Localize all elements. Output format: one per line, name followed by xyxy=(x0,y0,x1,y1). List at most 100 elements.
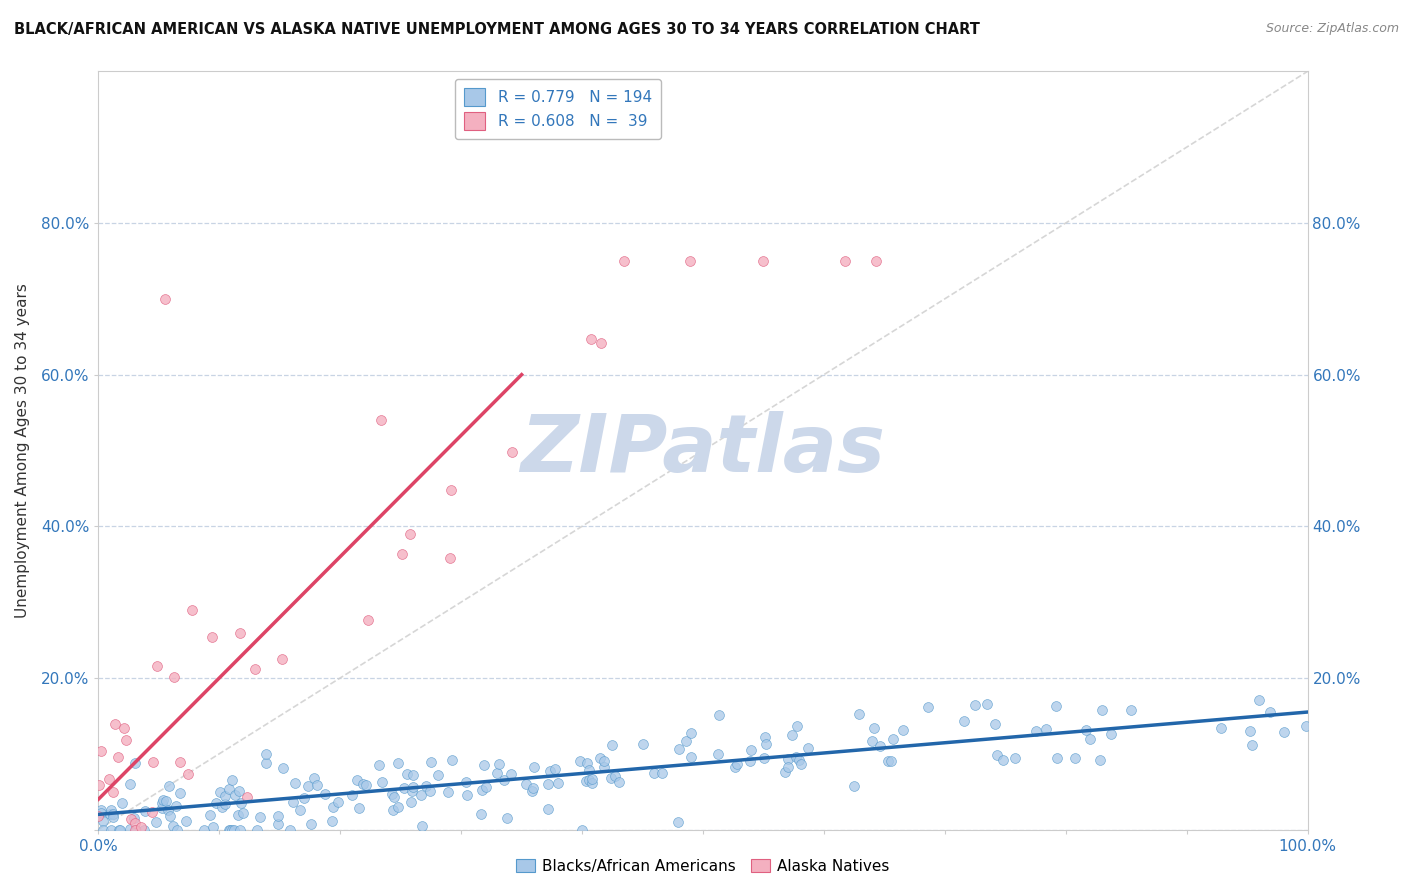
Point xyxy=(1121,703,1143,717)
Point xyxy=(568,755,591,769)
Point xyxy=(208,785,231,799)
Point xyxy=(613,253,636,268)
Point xyxy=(1099,727,1122,741)
Point xyxy=(492,772,515,787)
Point xyxy=(986,748,1008,763)
Point xyxy=(754,730,776,744)
Point xyxy=(354,778,377,792)
Point xyxy=(411,819,433,833)
Point xyxy=(976,698,998,712)
Point xyxy=(181,603,204,617)
Point xyxy=(346,772,368,787)
Point xyxy=(314,787,336,801)
Point xyxy=(495,811,517,825)
Point xyxy=(1239,723,1261,738)
Point xyxy=(755,737,778,751)
Point xyxy=(271,761,294,775)
Point xyxy=(589,336,612,351)
Point xyxy=(592,760,614,774)
Point xyxy=(396,766,419,780)
Point xyxy=(229,822,252,837)
Point xyxy=(538,764,561,778)
Point xyxy=(643,766,665,780)
Point xyxy=(776,752,799,766)
Point xyxy=(475,780,498,795)
Point xyxy=(193,822,215,837)
Point xyxy=(278,822,301,837)
Point xyxy=(229,626,252,640)
Point xyxy=(752,253,775,268)
Point xyxy=(917,700,939,714)
Point xyxy=(387,800,409,814)
Point xyxy=(1295,719,1317,733)
Point xyxy=(153,292,176,306)
Point xyxy=(681,750,703,764)
Point xyxy=(420,755,443,769)
Point xyxy=(607,775,630,789)
Point xyxy=(103,784,125,798)
Point xyxy=(103,810,125,824)
Point xyxy=(891,723,914,737)
Point xyxy=(211,800,233,814)
Point xyxy=(200,808,222,822)
Point xyxy=(367,757,389,772)
Point xyxy=(150,801,173,815)
Point xyxy=(984,717,1007,731)
Point xyxy=(267,809,290,823)
Point xyxy=(409,789,432,803)
Point xyxy=(382,790,405,805)
Point xyxy=(302,771,325,785)
Point xyxy=(176,814,198,829)
Point xyxy=(394,781,416,796)
Point xyxy=(501,767,523,781)
Point xyxy=(249,810,271,824)
Point xyxy=(865,253,887,268)
Point xyxy=(869,739,891,754)
Point xyxy=(159,809,181,823)
Point xyxy=(1064,751,1087,765)
Point xyxy=(246,822,269,837)
Point xyxy=(581,775,603,789)
Point xyxy=(882,732,904,747)
Point xyxy=(124,816,146,830)
Point xyxy=(515,777,537,791)
Point xyxy=(631,737,654,751)
Point xyxy=(571,822,593,837)
Point xyxy=(1272,725,1295,739)
Point xyxy=(589,751,612,765)
Point xyxy=(581,772,603,786)
Point xyxy=(101,807,124,822)
Point xyxy=(134,822,156,837)
Point xyxy=(752,750,775,764)
Point xyxy=(321,814,343,828)
Point xyxy=(292,791,315,805)
Point xyxy=(1249,693,1271,707)
Point xyxy=(134,804,156,818)
Legend: Blacks/African Americans, Alaska Natives: Blacks/African Americans, Alaska Natives xyxy=(510,853,896,880)
Point xyxy=(724,760,747,774)
Point xyxy=(150,797,173,811)
Point xyxy=(340,788,363,802)
Point xyxy=(391,548,413,562)
Point xyxy=(90,803,112,817)
Text: Source: ZipAtlas.com: Source: ZipAtlas.com xyxy=(1265,22,1399,36)
Point xyxy=(415,779,437,793)
Point xyxy=(520,783,543,797)
Point xyxy=(592,754,614,768)
Point xyxy=(90,744,112,758)
Point xyxy=(214,797,236,811)
Point xyxy=(399,526,422,541)
Point xyxy=(579,332,602,346)
Point xyxy=(1035,722,1057,736)
Point xyxy=(877,755,900,769)
Y-axis label: Unemployment Among Ages 30 to 34 years: Unemployment Among Ages 30 to 34 years xyxy=(15,283,30,618)
Point xyxy=(786,719,808,733)
Text: BLACK/AFRICAN AMERICAN VS ALASKA NATIVE UNEMPLOYMENT AMONG AGES 30 TO 34 YEARS C: BLACK/AFRICAN AMERICAN VS ALASKA NATIVE … xyxy=(14,22,980,37)
Point xyxy=(381,787,404,801)
Point xyxy=(790,756,813,771)
Point xyxy=(129,820,152,834)
Point xyxy=(177,767,200,781)
Point xyxy=(782,728,804,742)
Point xyxy=(387,756,409,770)
Point xyxy=(576,756,599,771)
